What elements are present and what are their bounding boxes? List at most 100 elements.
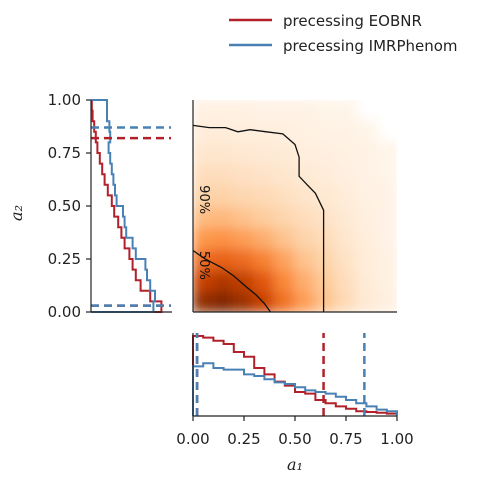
- heatmap-cell: [193, 162, 215, 186]
- heatmap-cell: [314, 100, 337, 123]
- heatmap-cell: [314, 162, 337, 186]
- heatmap-cell: [212, 289, 235, 312]
- heatmap-cell: [334, 205, 358, 229]
- heatmap-cell: [273, 289, 296, 312]
- a1-histograms: [192, 335, 398, 416]
- heatmap-cell: [212, 247, 235, 271]
- a1-hist-imrphenom: [192, 362, 398, 416]
- heatmap-cell: [193, 226, 215, 250]
- heatmap-cell: [334, 141, 358, 165]
- heatmap-cell: [314, 289, 337, 312]
- contour-label-90: 90%: [196, 185, 211, 214]
- heatmap-cell: [294, 205, 317, 229]
- heatmap-cell: [193, 183, 215, 207]
- heatmap-cell: [212, 268, 235, 292]
- heatmap-cell: [375, 226, 397, 250]
- heatmap-cell: [294, 289, 317, 312]
- a2-tick-label: 0.75: [48, 144, 81, 162]
- contour-90: [192, 124, 325, 312]
- heatmap-cell: [334, 100, 358, 123]
- a1-axis-label: a₁: [287, 455, 303, 474]
- heatmap-cell: [294, 183, 317, 207]
- heatmap-cell: [314, 268, 337, 292]
- a1-tick-label: 0.75: [329, 430, 362, 448]
- heatmap-cell: [193, 120, 215, 144]
- heatmap-cell: [334, 268, 358, 292]
- heatmap-cell: [232, 268, 256, 292]
- heatmap-cell: [253, 141, 276, 165]
- marginal-a1-panel: 0.00 0.25 0.50 0.75 1.00 a₁: [176, 333, 414, 474]
- a1-credible-intervals: [195, 333, 366, 416]
- heatmap-cell: [232, 247, 256, 271]
- heatmap-cell: [253, 247, 276, 271]
- heatmap-cell: [334, 289, 358, 312]
- heatmap-cell: [334, 183, 358, 207]
- a1-ticks: 0.00 0.25 0.50 0.75 1.00: [176, 416, 414, 448]
- heatmap-cell: [273, 205, 296, 229]
- heatmap-cell: [232, 183, 256, 207]
- heatmap-cell: [193, 100, 215, 123]
- heatmap-cell: [355, 268, 378, 292]
- a2-axis-label: a₂: [7, 205, 26, 221]
- a2-tick-label: 0.50: [48, 197, 81, 215]
- heatmap-cell: [253, 226, 276, 250]
- heatmap-cell: [294, 120, 317, 144]
- heatmap-cell: [232, 162, 256, 186]
- heatmap-cell: [212, 100, 235, 123]
- heatmap-cell: [193, 247, 215, 271]
- heatmap-cell: [193, 268, 215, 292]
- heatmap-cell: [273, 120, 296, 144]
- heatmap-cell: [355, 226, 378, 250]
- a2-histograms: [90, 99, 163, 313]
- heatmap-cell: [232, 289, 256, 312]
- heatmap-cell: [193, 205, 215, 229]
- heatmap-cell: [253, 268, 276, 292]
- legend-label-imrphenom: precessing IMRPhenom: [283, 37, 458, 55]
- a1-tick-label: 0.50: [278, 430, 311, 448]
- heatmap-cell: [375, 268, 397, 292]
- heatmap-cell: [355, 289, 378, 312]
- heatmap-cell: [212, 205, 235, 229]
- a2-credible-intervals: [91, 126, 171, 307]
- legend: precessing EOBNR precessing IMRPhenom: [229, 12, 458, 55]
- heatmap-cell: [253, 162, 276, 186]
- heatmap-cell: [232, 141, 256, 165]
- a1-hist-eobnr: [192, 335, 398, 416]
- heatmap-cell: [273, 183, 296, 207]
- contour-label-50: 50%: [196, 251, 211, 280]
- heatmap-cell: [253, 100, 276, 123]
- heatmap-cell: [212, 120, 235, 144]
- a2-hist-imrphenom: [91, 99, 156, 313]
- joint-panel: 90% 50%: [192, 100, 397, 313]
- heatmap-cell: [212, 183, 235, 207]
- heatmap-cell: [193, 289, 215, 312]
- legend-label-eobnr: precessing EOBNR: [283, 12, 422, 30]
- heatmap-cell: [212, 141, 235, 165]
- heatmap-cell: [355, 120, 378, 144]
- contour-labels: 90% 50%: [196, 185, 211, 280]
- heatmap-cell: [355, 247, 378, 271]
- heatmap-cell: [294, 100, 317, 123]
- heatmap-cell: [375, 183, 397, 207]
- marginal-a2-panel: 0.00 0.25 0.50 0.75 1.00 a₂: [7, 91, 172, 321]
- heatmap-cell: [334, 247, 358, 271]
- heatmap-cell: [355, 141, 378, 165]
- heatmap-cell: [314, 247, 337, 271]
- heatmap-cell: [334, 226, 358, 250]
- heatmap-cell: [355, 205, 378, 229]
- heatmap-cell: [273, 141, 296, 165]
- a2-tick-label: 1.00: [48, 91, 81, 109]
- heatmap-cell: [232, 205, 256, 229]
- heatmap-cell: [232, 226, 256, 250]
- credible-contours: [192, 124, 325, 313]
- heatmap-cell: [193, 141, 215, 165]
- heatmap-cell: [212, 162, 235, 186]
- a2-hist-eobnr: [90, 99, 163, 313]
- heatmap-cell: [314, 226, 337, 250]
- heatmap-cell: [314, 205, 337, 229]
- heatmap-cell: [375, 162, 397, 186]
- heatmap-cell: [375, 289, 397, 312]
- heatmap-cell: [294, 268, 317, 292]
- a2-ticks: 0.00 0.25 0.50 0.75 1.00: [48, 91, 91, 321]
- heatmap-cell: [232, 120, 256, 144]
